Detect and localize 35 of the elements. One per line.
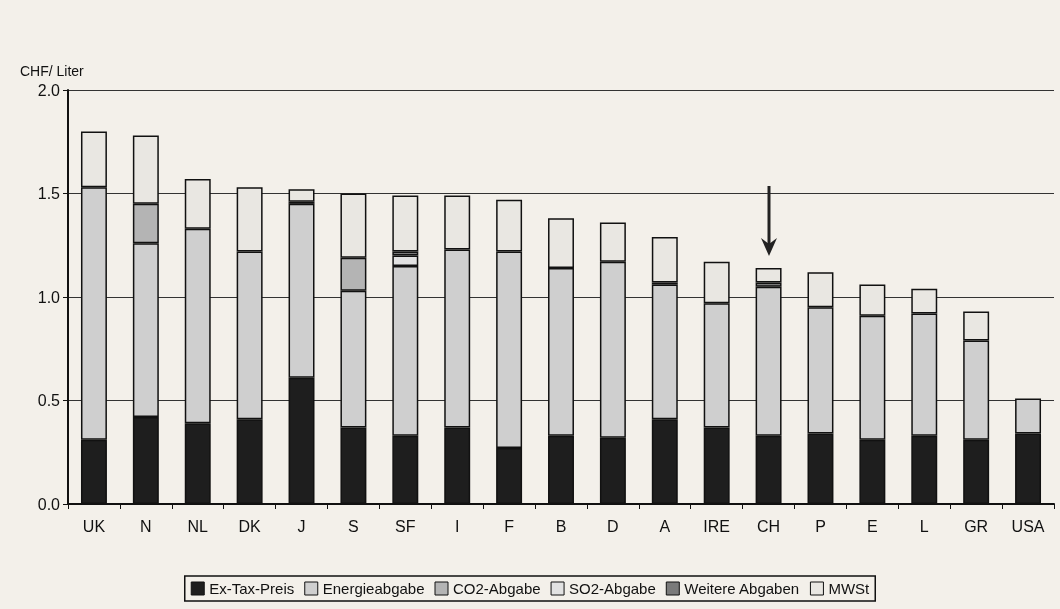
x-tick-label: E xyxy=(867,517,878,535)
y-tick-label: 1.5 xyxy=(37,185,61,202)
x-tick-label: L xyxy=(919,517,929,535)
bar xyxy=(755,268,782,283)
bar xyxy=(392,195,419,252)
x-tick-label: DK xyxy=(238,517,262,535)
x-tick-label: IRE xyxy=(703,517,731,535)
x-tick-label: S xyxy=(348,517,359,535)
bar xyxy=(651,236,678,283)
x-tick-label: USA xyxy=(1011,517,1045,535)
x-tick-label: B xyxy=(555,517,567,535)
y-axis-title: CHF/ Liter xyxy=(20,63,85,79)
legend-label: CO2-Abgabe xyxy=(453,580,541,597)
x-tick-label: GR xyxy=(964,517,989,535)
x-tick-label: P xyxy=(815,517,826,535)
x-tick-label: J xyxy=(297,517,306,535)
x-tick-label: SF xyxy=(395,517,416,535)
x-tick-label: D xyxy=(607,517,619,535)
x-tick-label: NL xyxy=(187,517,209,535)
x-tick-label: F xyxy=(504,517,515,535)
y-tick-label: 0.5 xyxy=(37,392,61,409)
x-tick-label: A xyxy=(659,517,671,535)
legend-label: Ex-Tax-Preis xyxy=(209,580,295,597)
x-tick-label: CH xyxy=(757,517,781,535)
legend-label: MWSt xyxy=(828,580,871,597)
legend-label: Energieabgabe xyxy=(322,580,425,597)
legend-label: SO2-Abgabe xyxy=(569,580,656,597)
y-tick-label: 0.0 xyxy=(37,495,61,513)
y-tick-label: 1.0 xyxy=(37,288,61,306)
x-tick-label: N xyxy=(140,517,152,535)
x-tick-label: I xyxy=(454,517,460,535)
y-tick-label: 2.0 xyxy=(37,81,61,99)
bar xyxy=(288,189,315,202)
legend-label: Weitere Abgaben xyxy=(684,580,800,597)
x-tick-label: UK xyxy=(82,517,106,535)
